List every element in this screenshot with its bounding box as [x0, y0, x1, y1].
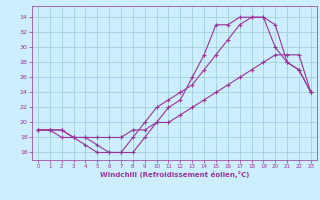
- X-axis label: Windchill (Refroidissement éolien,°C): Windchill (Refroidissement éolien,°C): [100, 171, 249, 178]
